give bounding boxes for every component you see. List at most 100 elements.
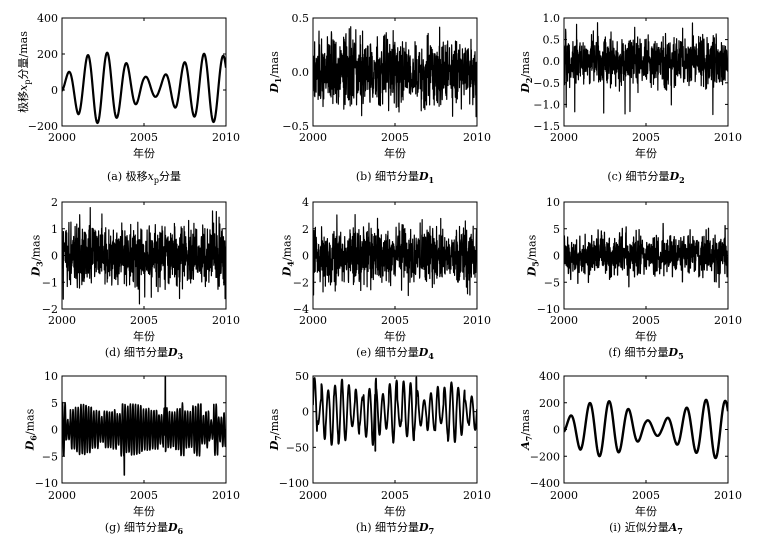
y-tick-label: −400 bbox=[530, 477, 560, 490]
y-tick-label: −200 bbox=[28, 120, 58, 133]
y-tick-label: −2 bbox=[293, 276, 309, 289]
y-axis-label: D5/mas bbox=[525, 234, 540, 277]
x-tick-label: 2010 bbox=[212, 489, 240, 502]
svg-text:(a) 极移xp分量: (a) 极移xp分量 bbox=[107, 169, 181, 185]
y-axis-label: D4/mas bbox=[281, 234, 296, 277]
x-tick-label: 2010 bbox=[463, 489, 491, 502]
svg-text:D3/mas: D3/mas bbox=[30, 234, 45, 277]
x-tick-label: 2005 bbox=[632, 314, 660, 327]
x-axis-label: 年份 bbox=[133, 329, 155, 343]
y-tick-label: 1 bbox=[51, 223, 58, 236]
y-tick-label: 5 bbox=[51, 397, 58, 410]
subplot-caption: (e) 细节分量D4 bbox=[356, 346, 434, 361]
x-tick-label: 2000 bbox=[48, 131, 76, 144]
x-tick-label: 2010 bbox=[714, 131, 742, 144]
y-tick-label: 0.0 bbox=[292, 66, 310, 79]
subplot-caption: (c) 细节分量D2 bbox=[607, 170, 684, 185]
y-tick-label: 0 bbox=[302, 250, 309, 263]
y-tick-label: 0 bbox=[553, 424, 560, 437]
x-tick-label: 2005 bbox=[130, 131, 158, 144]
subplot-h: 2000 2005 2010 −100 −50 0 50 D7/mas 年份 (h) 细节分量D7 bbox=[268, 370, 491, 536]
subplot-i: 2000 2005 2010 −400 −200 0 200 400 A7/mas 年份 (i) 近… bbox=[519, 370, 742, 536]
x-tick-label: 2000 bbox=[550, 131, 578, 144]
subplot-b: 2000 2005 2010 −0.5 0.0 0.5 D1/mas 年份 (b) 细节分量D1 bbox=[268, 12, 491, 185]
y-axis-label: D2/mas bbox=[519, 51, 534, 94]
x-axis-label: 年份 bbox=[635, 329, 657, 343]
x-tick-label: 2005 bbox=[130, 314, 158, 327]
y-tick-label: −200 bbox=[530, 450, 560, 463]
subplot-caption: (f) 细节分量D5 bbox=[608, 346, 683, 361]
svg-text:D6/mas: D6/mas bbox=[23, 408, 38, 451]
series-line-d bbox=[62, 207, 226, 305]
x-tick-label: 2000 bbox=[48, 314, 76, 327]
y-axis-label: D1/mas bbox=[268, 51, 283, 94]
y-tick-label: −4 bbox=[293, 303, 309, 316]
y-axis-label: D6/mas bbox=[23, 408, 38, 451]
y-axis-label: D3/mas bbox=[30, 234, 45, 277]
subplot-c: 2000 2005 2010 −1.5 −1.0 −0.5 0.0 0.5 1.0 D2/mas 年… bbox=[519, 12, 742, 185]
y-tick-label: 5 bbox=[553, 223, 560, 236]
y-tick-label: −1.0 bbox=[533, 98, 560, 111]
x-tick-label: 2000 bbox=[48, 489, 76, 502]
y-tick-label: −50 bbox=[286, 441, 309, 454]
x-tick-label: 2010 bbox=[463, 131, 491, 144]
x-tick-label: 2000 bbox=[299, 314, 327, 327]
y-tick-label: 0.5 bbox=[292, 12, 310, 25]
y-tick-label: 2 bbox=[51, 196, 58, 209]
y-tick-label: 0 bbox=[51, 424, 58, 437]
y-tick-label: 10 bbox=[44, 370, 58, 383]
svg-text:(i) 近似分量A7: (i) 近似分量A7 bbox=[609, 521, 683, 536]
y-tick-label: −5 bbox=[42, 450, 58, 463]
x-tick-label: 2005 bbox=[381, 489, 409, 502]
svg-text:D2/mas: D2/mas bbox=[519, 51, 534, 94]
x-tick-label: 2010 bbox=[714, 489, 742, 502]
x-axis-label: 年份 bbox=[133, 504, 155, 518]
svg-text:(b) 细节分量D1: (b) 细节分量D1 bbox=[356, 170, 434, 185]
y-tick-label: 0 bbox=[553, 250, 560, 263]
y-tick-label: −10 bbox=[537, 303, 560, 316]
svg-text:(c) 细节分量D2: (c) 细节分量D2 bbox=[607, 170, 684, 185]
y-axis-label: D7/mas bbox=[268, 408, 283, 451]
x-axis-label: 年份 bbox=[384, 146, 406, 160]
y-tick-label: 0.5 bbox=[543, 34, 561, 47]
series-line-e bbox=[313, 214, 477, 297]
y-tick-label: 1.0 bbox=[543, 12, 561, 25]
y-tick-label: 400 bbox=[539, 370, 560, 383]
y-axis-label: A7/mas bbox=[519, 409, 534, 451]
svg-text:D5/mas: D5/mas bbox=[525, 234, 540, 277]
y-tick-label: 10 bbox=[546, 196, 560, 209]
x-axis-label: 年份 bbox=[635, 146, 657, 160]
subplot-caption: (h) 细节分量D7 bbox=[356, 521, 434, 536]
y-tick-label: −1 bbox=[42, 276, 58, 289]
svg-text:D1/mas: D1/mas bbox=[268, 51, 283, 94]
x-tick-label: 2000 bbox=[299, 131, 327, 144]
series-line-i bbox=[564, 398, 728, 460]
svg-text:(e) 细节分量D4: (e) 细节分量D4 bbox=[356, 346, 434, 361]
subplot-caption: (b) 细节分量D1 bbox=[356, 170, 434, 185]
x-tick-label: 2000 bbox=[550, 489, 578, 502]
y-tick-label: 200 bbox=[37, 48, 58, 61]
subplot-f: 2000 2005 2010 −10 −5 0 5 10 D5/mas 年份 (f) 细节分量D5 bbox=[525, 196, 742, 361]
y-tick-label: −0.5 bbox=[282, 120, 309, 133]
y-tick-label: 0 bbox=[51, 84, 58, 97]
y-tick-label: 50 bbox=[295, 370, 309, 383]
y-axis-label: 极移xp分量/mas bbox=[16, 31, 32, 113]
y-tick-label: −0.5 bbox=[533, 77, 560, 90]
series-line-g bbox=[62, 376, 226, 476]
x-tick-label: 2000 bbox=[550, 314, 578, 327]
svg-text:(d) 细节分量D3: (d) 细节分量D3 bbox=[105, 346, 184, 361]
x-axis-label: 年份 bbox=[384, 504, 406, 518]
y-tick-label: 200 bbox=[539, 397, 560, 410]
series-line-c bbox=[564, 22, 728, 116]
y-tick-label: −100 bbox=[279, 477, 309, 490]
x-axis-label: 年份 bbox=[133, 146, 155, 160]
svg-text:(f) 细节分量D5: (f) 细节分量D5 bbox=[608, 346, 683, 361]
x-tick-label: 2005 bbox=[381, 314, 409, 327]
subplot-caption: (d) 细节分量D3 bbox=[105, 346, 184, 361]
series-line-a bbox=[62, 51, 226, 125]
subplot-caption: (g) 细节分量D6 bbox=[105, 521, 184, 536]
x-axis-label: 年份 bbox=[635, 504, 657, 518]
y-tick-label: −2 bbox=[42, 303, 58, 316]
svg-text:(h) 细节分量D7: (h) 细节分量D7 bbox=[356, 521, 434, 536]
